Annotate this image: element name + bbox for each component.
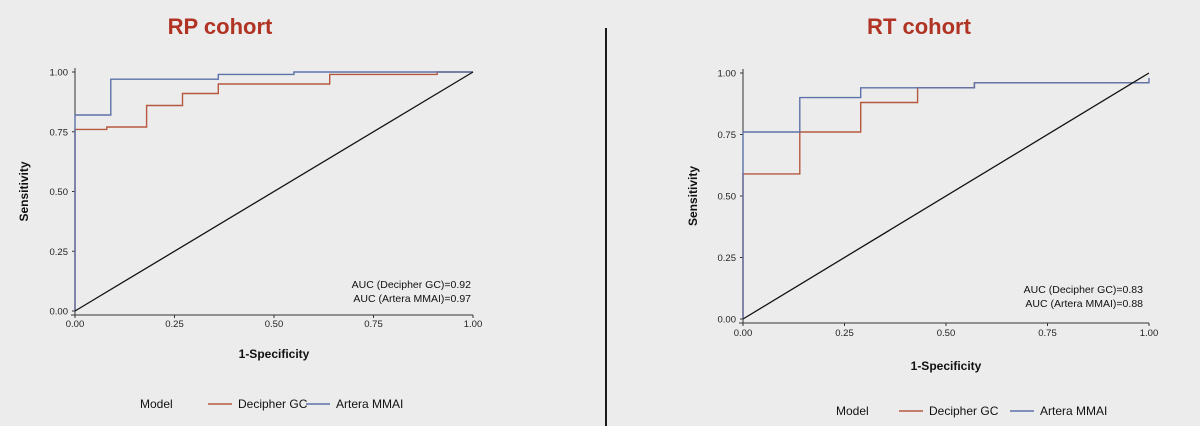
y-tick-label: 0.50 xyxy=(718,192,737,203)
series-line-artera-mmai xyxy=(742,77,1150,319)
y-tick-label: 0.50 xyxy=(50,187,69,198)
legend-label: Artera MMAI xyxy=(1040,404,1107,418)
x-tick-label: 1.00 xyxy=(1140,328,1159,339)
x-tick-label: 0.25 xyxy=(835,328,854,339)
roc-chart-rp: 0.00 0.25 0.50 0.75 1.00 0.00 0.25 0.50 0.75 1.00… xyxy=(17,68,483,412)
legend-label: Artera MMAI xyxy=(336,397,403,411)
auc-annotation: AUC (Decipher GC)=0.92 xyxy=(352,279,471,291)
x-tick-label: 1.00 xyxy=(464,319,483,330)
legend-title: Model xyxy=(836,404,869,418)
series-line-artera-mmai xyxy=(74,71,473,311)
x-tick-label: 0.50 xyxy=(265,319,284,330)
auc-annotation: AUC (Decipher GC)=0.83 xyxy=(1024,284,1143,296)
x-tick-label: 0.00 xyxy=(734,328,753,339)
y-tick-label: 0.00 xyxy=(718,315,737,326)
reference-diagonal-line xyxy=(742,72,1150,320)
x-tick-label: 0.00 xyxy=(66,319,85,330)
series-line-decipher-gc xyxy=(74,71,473,311)
x-tick-label: 0.75 xyxy=(364,319,383,330)
legend-title: Model xyxy=(140,397,173,411)
reference-diagonal-line xyxy=(74,71,474,312)
chart-title-rp: RP cohort xyxy=(167,14,273,39)
chart-title-rt: RT cohort xyxy=(867,14,971,39)
y-tick-label: 0.75 xyxy=(718,130,737,141)
y-tick-label: 0.00 xyxy=(50,307,69,318)
y-tick-label: 0.25 xyxy=(50,247,69,258)
y-tick-label: 1.00 xyxy=(50,68,69,79)
y-tick-label: 0.75 xyxy=(50,127,69,138)
x-tick-label: 0.25 xyxy=(165,319,184,330)
auc-annotation: AUC (Artera MMAI)=0.97 xyxy=(353,293,471,305)
legend-label: Decipher GC xyxy=(929,404,999,418)
x-tick-label: 0.50 xyxy=(937,328,956,339)
y-axis-label: Sensitivity xyxy=(686,166,700,226)
y-tick-label: 0.25 xyxy=(718,253,737,264)
y-tick-label: 1.00 xyxy=(718,69,737,80)
auc-annotation: AUC (Artera MMAI)=0.88 xyxy=(1025,298,1143,310)
y-axis-label: Sensitivity xyxy=(17,161,31,221)
x-tick-label: 0.75 xyxy=(1038,328,1057,339)
legend-label: Decipher GC xyxy=(238,397,308,411)
panel-divider xyxy=(605,28,607,426)
x-axis-label: 1-Specificity xyxy=(911,359,982,373)
x-axis-label: 1-Specificity xyxy=(239,347,310,361)
